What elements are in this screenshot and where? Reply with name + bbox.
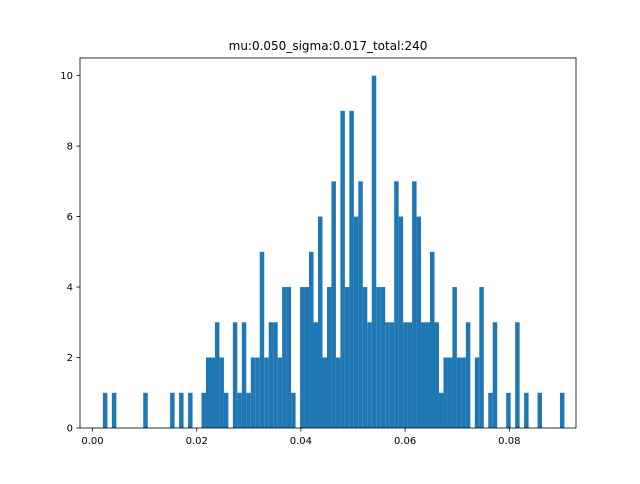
y-tick-label: 2 [67, 353, 73, 364]
histogram-bar [506, 392, 511, 428]
histogram-bar [318, 216, 323, 428]
histogram-bar [282, 287, 287, 428]
histogram-bar [322, 357, 327, 428]
y-tick-label: 0 [67, 424, 73, 435]
chart-title: mu:0.050_sigma:0.017_total:240 [229, 39, 428, 53]
histogram-bar [465, 322, 471, 428]
histogram-bar [250, 357, 256, 428]
histogram-bar [452, 287, 457, 428]
histogram-bar [461, 357, 466, 428]
histogram-bar [371, 75, 377, 429]
histogram-bar [416, 216, 422, 428]
histogram-bar [304, 287, 310, 428]
histogram-bars [102, 75, 565, 429]
histogram-bar [291, 392, 296, 428]
histogram-bar [335, 357, 341, 428]
histogram-bar [394, 181, 399, 428]
histogram-bar [273, 322, 278, 428]
histogram-bar [264, 357, 269, 428]
histogram-bar [362, 287, 368, 428]
histogram-bar [425, 322, 431, 428]
y-axis: 0 2 4 6 8 10 [60, 71, 80, 435]
histogram-bar [407, 322, 413, 428]
histogram-bar [380, 287, 386, 428]
histogram-bar [219, 357, 224, 428]
histogram-bar [430, 251, 435, 428]
histogram-bar [170, 392, 175, 428]
histogram-bar [188, 392, 193, 428]
x-tick-label: 0.04 [290, 436, 312, 447]
histogram-bar [241, 322, 247, 428]
histogram-bar [389, 322, 395, 428]
y-tick-label: 4 [67, 283, 73, 294]
histogram-bar [205, 357, 211, 428]
histogram-bar [479, 287, 484, 428]
histogram-bar [268, 322, 274, 428]
histogram-bar [111, 392, 117, 428]
histogram-bar [326, 287, 332, 428]
histogram-bar [537, 392, 543, 428]
histogram-bar [340, 110, 345, 429]
x-tick-label: 0.06 [394, 436, 416, 447]
histogram-bar [559, 392, 565, 428]
histogram-bar [102, 392, 108, 428]
histogram-bar [214, 322, 220, 428]
y-tick-label: 6 [67, 212, 73, 223]
x-axis: 0.00 0.02 0.04 0.06 0.08 [81, 428, 520, 447]
x-tick-label: 0.00 [81, 436, 103, 447]
histogram-bar [524, 392, 529, 428]
histogram-bar [488, 392, 493, 428]
histogram-bar [201, 392, 206, 428]
histogram-bar [412, 181, 417, 428]
histogram-bar [309, 251, 314, 428]
histogram-bar [349, 110, 354, 429]
histogram-bar [492, 322, 498, 428]
histogram-bar [210, 357, 215, 428]
histogram-bar [358, 181, 363, 428]
histogram-bar [246, 392, 251, 428]
histogram-bar [421, 322, 426, 428]
histogram-bar [474, 357, 480, 428]
histogram-bar [259, 251, 265, 428]
histogram-bar [223, 392, 229, 428]
histogram-bar [286, 287, 292, 428]
histogram-bar [179, 392, 184, 428]
histogram-bar [434, 322, 439, 428]
histogram-bar [515, 322, 520, 428]
histogram-bar [143, 392, 148, 428]
x-tick-label: 0.08 [498, 436, 520, 447]
histogram-bar [403, 322, 408, 428]
histogram-bar [277, 357, 283, 428]
histogram-bar [300, 287, 305, 428]
histogram-bar [438, 392, 444, 428]
histogram-bar [344, 287, 350, 428]
histogram-bar [398, 216, 404, 428]
histogram-bar [353, 216, 359, 428]
histogram-bar [443, 357, 448, 428]
histogram-bar [313, 322, 318, 428]
y-tick-label: 8 [67, 142, 73, 153]
histogram-bar [331, 181, 336, 428]
histogram-bar [232, 322, 238, 428]
histogram-bar [255, 357, 260, 428]
histogram-bar [237, 392, 242, 428]
y-tick-label: 10 [60, 71, 73, 82]
histogram-bar [376, 287, 381, 428]
histogram-bar [447, 357, 453, 428]
histogram-bar [456, 357, 462, 428]
plot-frame [79, 57, 577, 429]
histogram-bar [367, 322, 372, 428]
histogram-bar [385, 322, 390, 428]
x-tick-label: 0.02 [186, 436, 208, 447]
